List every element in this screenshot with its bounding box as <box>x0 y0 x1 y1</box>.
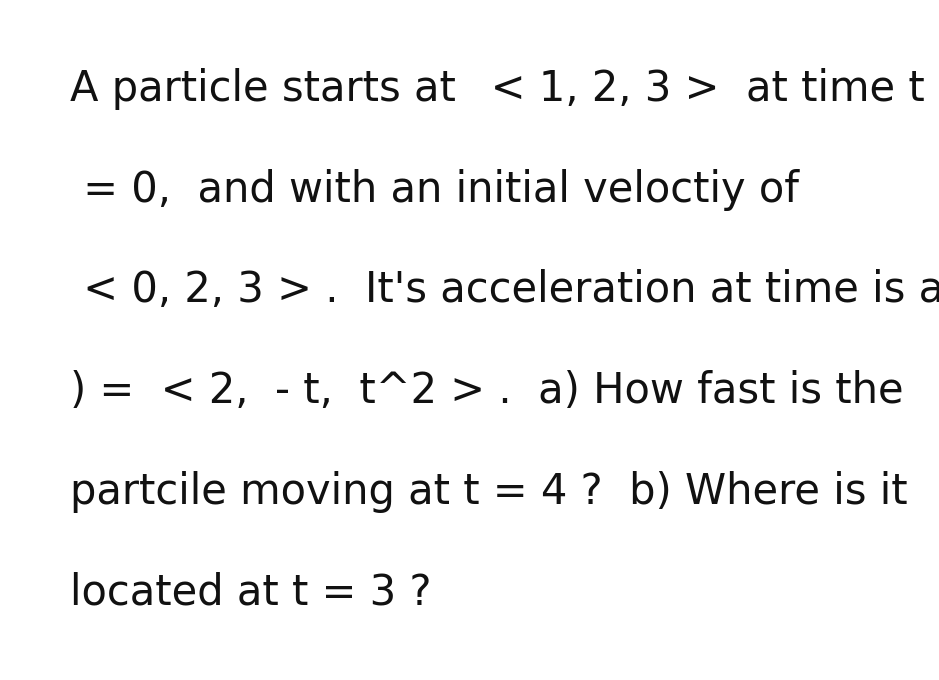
Text: A particle starts at   < 1, 2, 3 >  at time t: A particle starts at < 1, 2, 3 > at time… <box>70 68 925 110</box>
Text: ) =  < 2,  - t,  t^2 > .  a) How fast is the: ) = < 2, - t, t^2 > . a) How fast is the <box>70 370 904 412</box>
Text: < 0, 2, 3 > .  It's acceleration at time is a(t: < 0, 2, 3 > . It's acceleration at time … <box>70 269 939 311</box>
Text: located at t = 3 ?: located at t = 3 ? <box>70 571 432 613</box>
Text: partcile moving at t = 4 ?  b) Where is it: partcile moving at t = 4 ? b) Where is i… <box>70 471 908 513</box>
Text: = 0,  and with an initial veloctiy of: = 0, and with an initial veloctiy of <box>70 169 799 211</box>
